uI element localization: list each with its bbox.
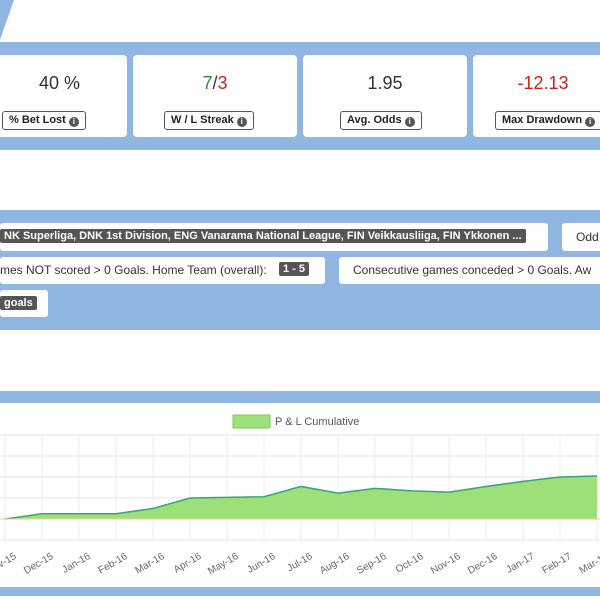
x-tick-label: Feb-16: [97, 551, 130, 577]
stat-value: 1.95: [367, 73, 403, 93]
stat-card-avg-odds: 1.95 Avg. Odds i: [303, 55, 467, 137]
stat-label-button[interactable]: Max Drawdown i: [495, 111, 600, 130]
legend[interactable]: P & L Cumulative: [232, 414, 359, 429]
pnl-line: [4, 475, 598, 520]
x-tick-label: Oct-16: [394, 551, 426, 576]
legend-label: P & L Cumulative: [275, 416, 359, 428]
condition-text: mes NOT scored > 0 Goals. Home Team (ove…: [0, 263, 267, 277]
stat-label-button[interactable]: Avg. Odds i: [340, 111, 422, 130]
odds-filter[interactable]: Odd: [562, 223, 600, 251]
pnl-chart: P & L Cumulative Nov-15 Dec-15 Jan-16 Feb-1…: [0, 414, 600, 577]
pnl-area: [5, 475, 597, 519]
info-icon[interactable]: i: [404, 117, 415, 127]
stat-label-button[interactable]: W / L Streak i: [164, 111, 254, 130]
range-badge: 1 - 5: [279, 262, 310, 276]
home-condition-filter[interactable]: mes NOT scored > 0 Goals. Home Team (ove…: [0, 257, 325, 284]
x-tick-label: Aug-16: [318, 551, 352, 577]
losses-value: 3: [217, 73, 228, 93]
away-condition-filter[interactable]: Consecutive games conceded > 0 Goals. Aw: [339, 257, 600, 284]
x-tick-label: Apr-16: [172, 551, 204, 576]
x-tick-label: Sep-16: [355, 551, 389, 577]
x-tick-label: Jan-16: [61, 551, 93, 576]
x-tick-label: Feb-17: [541, 551, 574, 577]
wins-value: 7: [202, 73, 213, 93]
x-tick-label: Nov-15: [0, 551, 19, 577]
leagues-badge: NK Superliga, DNK 1st Division, ENG Vana…: [0, 229, 526, 243]
x-tick-label: Jun-16: [246, 551, 278, 576]
x-tick-label: Dec-15: [22, 551, 56, 577]
legend-swatch: [232, 414, 271, 429]
stat-label-text: Avg. Odds: [347, 114, 402, 126]
stat-value: -12.13: [517, 73, 569, 93]
stat-value: 40 %: [38, 73, 81, 93]
stat-label-text: Max Drawdown: [502, 114, 583, 126]
stat-label-text: % Bet Lost: [9, 114, 66, 126]
stat-card-max-drawdown: -12.13 Max Drawdown i: [473, 55, 600, 137]
stat-label-text: W / L Streak: [171, 114, 234, 126]
stat-card-wl-streak: 7/3 W / L Streak i: [133, 55, 297, 137]
x-tick-label: Mar-17: [578, 551, 600, 577]
info-icon[interactable]: i: [236, 117, 247, 127]
x-tick-label: Mar-16: [134, 551, 167, 577]
stat-card-bet-lost: 40 % % Bet Lost i: [0, 55, 127, 137]
header-corner-decoration: [0, 0, 14, 40]
odds-label: Odd: [576, 230, 599, 244]
leagues-filter[interactable]: NK Superliga, DNK 1st Division, ENG Vana…: [0, 223, 548, 251]
condition-text: Consecutive games conceded > 0 Goals. Aw: [353, 263, 592, 277]
market-filter[interactable]: goals: [0, 290, 48, 317]
x-tick-label: May-16: [206, 551, 241, 577]
stat-value: 7/3: [133, 73, 297, 94]
chart-card: P & L Cumulative Nov-15 Dec-15 Jan-16 Feb-1…: [0, 403, 600, 587]
x-tick-label: Dec-16: [466, 551, 500, 577]
info-icon[interactable]: i: [68, 117, 79, 127]
x-tick-label: Nov-16: [429, 551, 463, 577]
info-icon[interactable]: i: [585, 117, 596, 127]
separator: /: [212, 73, 218, 93]
stat-label-button[interactable]: % Bet Lost i: [2, 111, 86, 130]
x-tick-label: Jan-17: [505, 551, 537, 576]
x-tick-label: Jul-16: [285, 551, 314, 574]
market-badge: goals: [0, 296, 37, 310]
